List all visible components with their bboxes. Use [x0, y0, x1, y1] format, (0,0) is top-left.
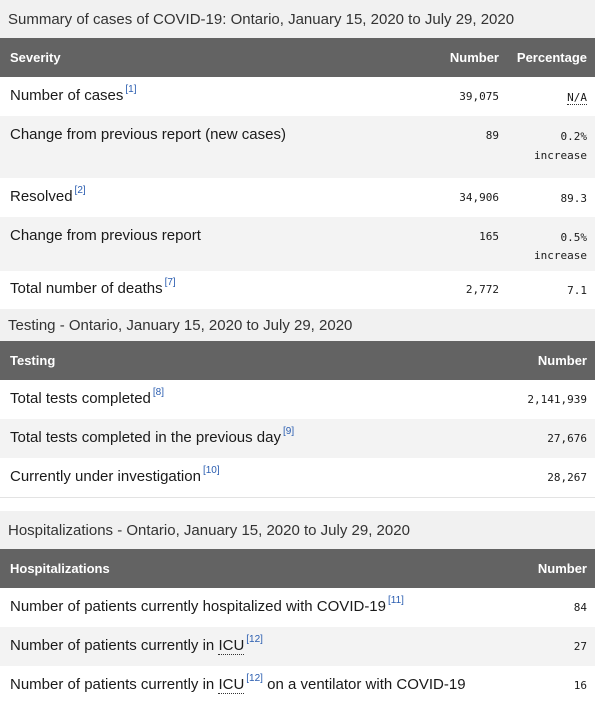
- row-number: 39,075: [459, 90, 499, 103]
- row-label: Total number of deaths [7]: [10, 277, 176, 297]
- icu-abbr: ICU: [218, 676, 245, 694]
- icu-abbr: ICU: [218, 637, 245, 655]
- table-row: Resolved [2] 34,906 89.3: [0, 178, 595, 217]
- table-row: Change from previous report 165 0.5% inc…: [0, 217, 595, 271]
- table-row: Currently under investigation [10] 28,267: [0, 458, 595, 497]
- row-number: 27: [573, 640, 587, 653]
- row-number: 165: [479, 230, 499, 243]
- section-divider: [0, 497, 595, 511]
- row-number: 84: [573, 601, 587, 614]
- summary-caption-text: Summary of cases of COVID-19: Ontario, J…: [8, 10, 515, 28]
- row-label: Number of patients currently in ICU [12] …: [10, 673, 466, 694]
- row-number: 27,676: [547, 432, 587, 445]
- row-number: 89: [485, 129, 499, 142]
- footnote-link[interactable]: [9]: [282, 426, 295, 437]
- hospitalizations-header-row: Hospitalizations Number: [0, 549, 595, 588]
- row-label: Resolved [2]: [10, 185, 86, 205]
- hospitalizations-caption-title: Hospitalizations: [8, 521, 114, 539]
- hospitalizations-caption: Hospitalizations - Ontario, January 15, …: [0, 511, 595, 549]
- testing-header-row: Testing Number: [0, 341, 595, 380]
- row-number: 2,772: [465, 283, 499, 296]
- row-percentage: 0.5% increase: [534, 231, 587, 262]
- footnote-link[interactable]: [7]: [164, 277, 176, 288]
- hospitalizations-caption-rest: - Ontario, January 15, 2020 to July 29, …: [113, 521, 410, 539]
- row-label: Number of patients currently in ICU [12]: [10, 634, 263, 655]
- row-percentage: 0.2% increase: [534, 130, 587, 162]
- table-row: Total number of deaths [7] 2,772 7.1: [0, 271, 595, 309]
- footnote-link[interactable]: [12]: [246, 634, 263, 645]
- footnote-link[interactable]: [11]: [388, 595, 404, 606]
- table-row: Total tests completed [8] 2,141,939: [0, 380, 595, 419]
- table-row: Change from previous report (new cases) …: [0, 116, 595, 178]
- row-label: Change from previous report: [10, 227, 201, 244]
- header-number: Number: [537, 353, 587, 368]
- header-percentage: Percentage: [516, 49, 587, 65]
- footnote-link[interactable]: [12]: [246, 673, 263, 684]
- table-row: Number of cases [1] 39,075 N/A: [0, 77, 595, 116]
- header-testing: Testing: [10, 353, 56, 368]
- footnote-link[interactable]: [8]: [152, 387, 165, 398]
- row-label: Number of patients currently hospitalize…: [10, 595, 404, 615]
- row-percentage: N/A: [499, 87, 587, 106]
- row-label: Total tests completed [8]: [10, 387, 165, 407]
- table-row: Total tests completed in the previous da…: [0, 419, 595, 458]
- header-number: Number: [449, 50, 499, 65]
- row-number: 28,267: [547, 471, 587, 484]
- row-label: Total tests completed in the previous da…: [10, 426, 295, 446]
- row-number: 16: [573, 679, 587, 692]
- header-hospitalizations: Hospitalizations: [10, 561, 110, 576]
- table-row: Number of patients currently in ICU [12] …: [0, 666, 595, 705]
- row-percentage: 7.1: [567, 284, 587, 297]
- header-severity: Severity: [10, 50, 61, 65]
- testing-caption-title: Testing: [8, 316, 56, 334]
- testing-caption-rest: - Ontario, January 15, 2020 to July 29, …: [55, 316, 353, 334]
- table-row: Number of patients currently hospitalize…: [0, 588, 595, 627]
- row-label: Currently under investigation [10]: [10, 465, 220, 485]
- row-number: 2,141,939: [527, 393, 587, 406]
- row-number: 34,906: [459, 191, 499, 204]
- row-label: Change from previous report (new cases): [10, 126, 286, 143]
- header-number: Number: [537, 561, 587, 576]
- summary-header-row: Severity Number Percentage: [0, 38, 595, 77]
- footnote-link[interactable]: [2]: [74, 185, 86, 196]
- row-label: Number of cases [1]: [10, 84, 137, 104]
- table-row: Number of patients currently in ICU [12] …: [0, 627, 595, 666]
- na-abbr: N/A: [567, 91, 587, 105]
- testing-caption: Testing - Ontario, January 15, 2020 to J…: [0, 309, 595, 341]
- summary-caption: Summary of cases of COVID-19: Ontario, J…: [0, 0, 595, 38]
- row-percentage: 89.3: [560, 192, 588, 205]
- footnote-link[interactable]: [10]: [202, 465, 220, 476]
- footnote-link[interactable]: [1]: [125, 84, 137, 95]
